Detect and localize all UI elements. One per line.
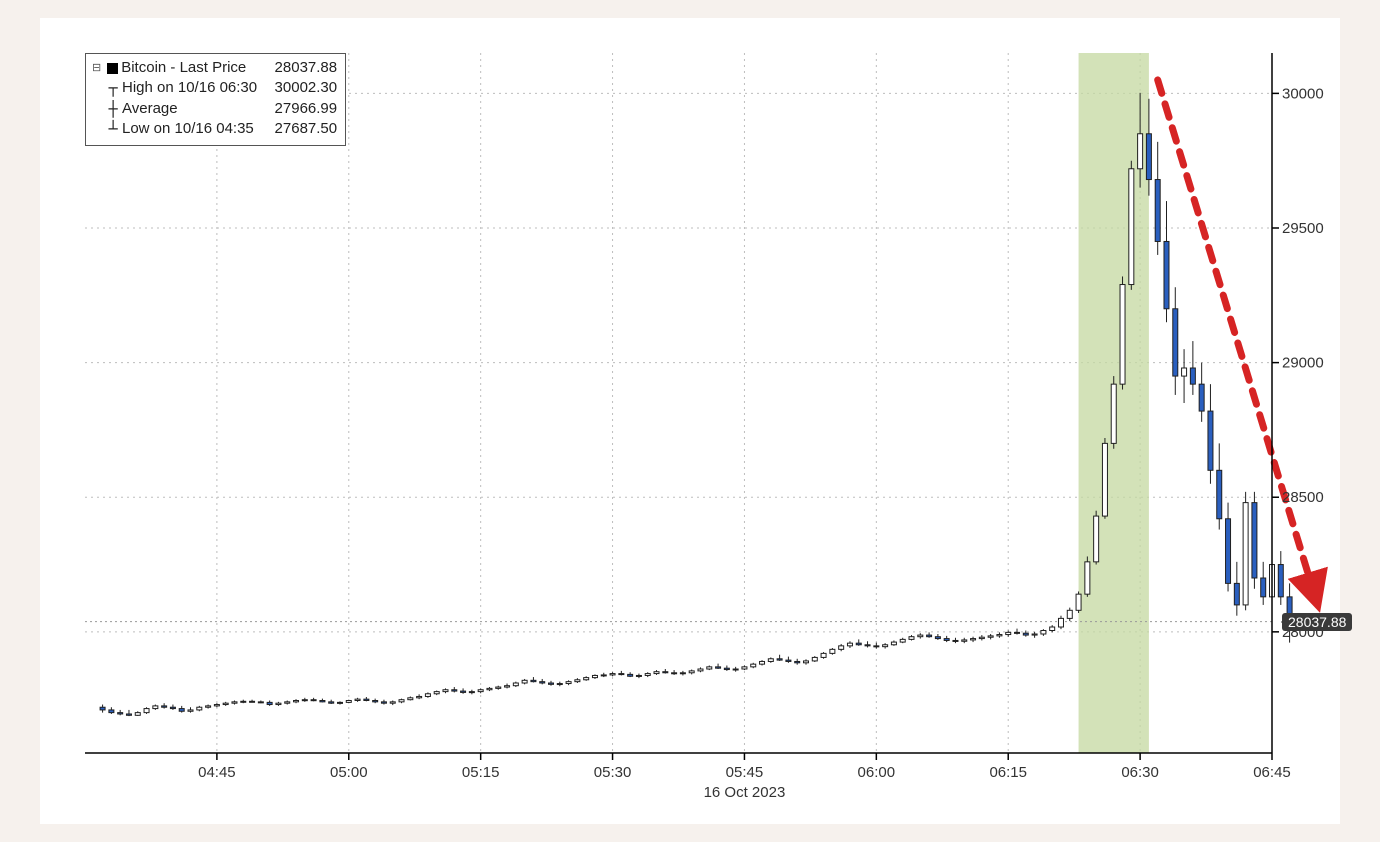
svg-text:05:45: 05:45 [726, 764, 764, 781]
chart-container: 280002850029000295003000004:4505:0005:15… [40, 18, 1340, 824]
svg-text:05:00: 05:00 [330, 764, 368, 781]
svg-text:29500: 29500 [1282, 220, 1324, 237]
svg-text:05:15: 05:15 [462, 764, 500, 781]
legend-value: 27966.99 [257, 99, 337, 119]
legend-label: High on 10/16 06:30 [122, 78, 257, 98]
legend-box: ⊟Bitcoin - Last Price 28037.88┬High on 1… [85, 53, 346, 146]
svg-text:06:00: 06:00 [858, 764, 896, 781]
svg-text:29000: 29000 [1282, 355, 1324, 372]
legend-glyph: ┴ [104, 119, 122, 139]
svg-text:30000: 30000 [1282, 85, 1324, 102]
legend-value: 28037.88 [257, 58, 337, 78]
legend-label: Bitcoin - Last Price [121, 58, 257, 78]
legend-row: ⊟Bitcoin - Last Price 28037.88 [92, 58, 337, 78]
svg-text:16 Oct 2023: 16 Oct 2023 [704, 784, 786, 801]
legend-glyph [103, 63, 121, 74]
legend-glyph: ┼ [104, 99, 122, 119]
svg-text:06:15: 06:15 [989, 764, 1027, 781]
legend-value: 27687.50 [257, 119, 337, 139]
svg-text:06:45: 06:45 [1253, 764, 1291, 781]
svg-text:04:45: 04:45 [198, 764, 236, 781]
svg-text:05:30: 05:30 [594, 764, 632, 781]
legend-value: 30002.30 [257, 78, 337, 98]
svg-text:28500: 28500 [1282, 489, 1324, 506]
current-price-marker: 28037.88 [1282, 613, 1352, 631]
legend-label: Low on 10/16 04:35 [122, 119, 257, 139]
legend-glyph: ┬ [104, 78, 122, 98]
legend-row: ┼Average 27966.99 [92, 99, 337, 119]
svg-text:06:30: 06:30 [1121, 764, 1159, 781]
legend-row: ┬High on 10/16 06:30 30002.30 [92, 78, 337, 98]
legend-label: Average [122, 99, 257, 119]
current-price-value: 28037.88 [1288, 614, 1346, 630]
legend-row: ┴Low on 10/16 04:35 27687.50 [92, 119, 337, 139]
